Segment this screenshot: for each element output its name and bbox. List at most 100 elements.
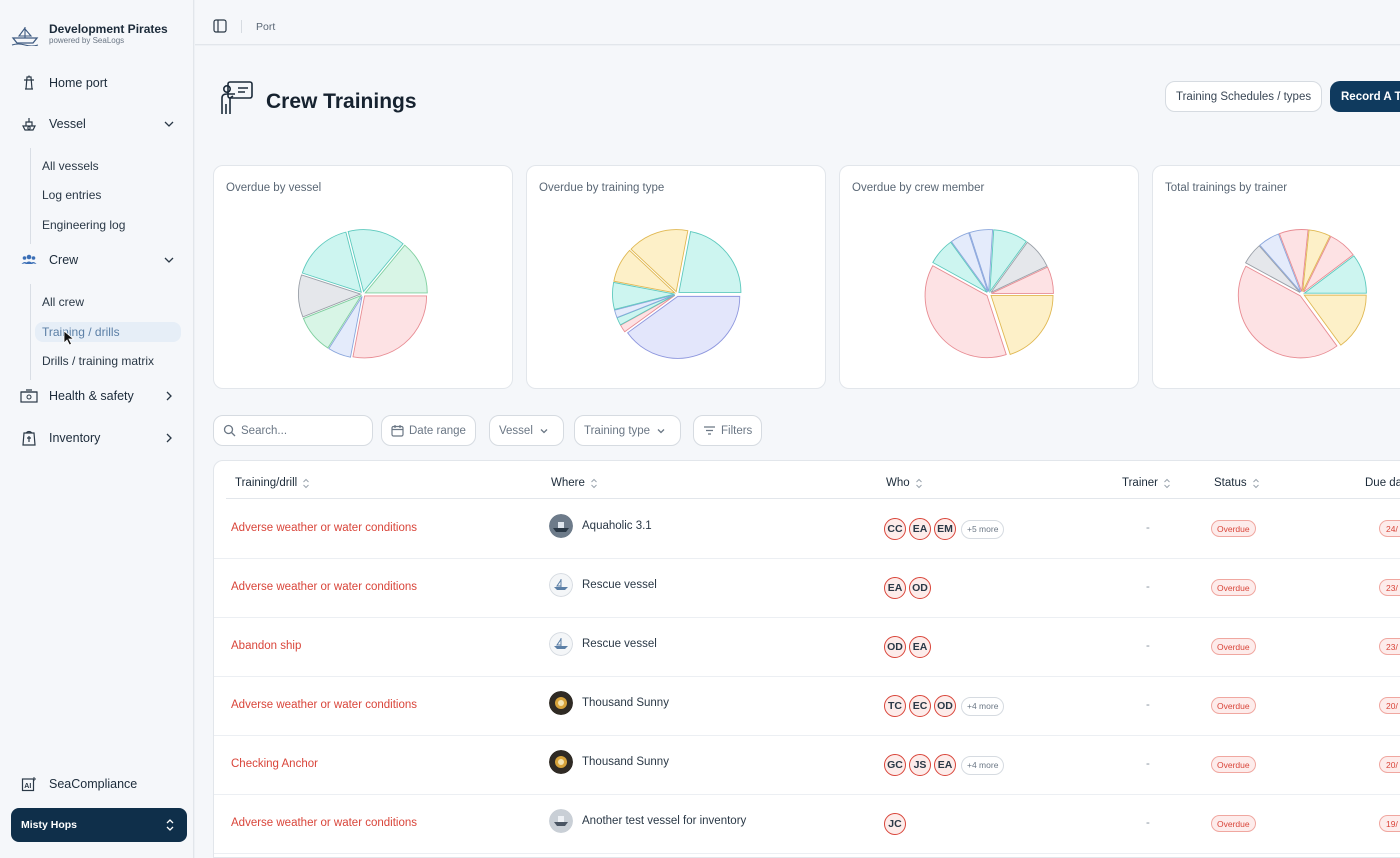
nav-seacompliance[interactable]: AI SeaCompliance [0,770,194,798]
search-input[interactable]: Search... [213,415,373,446]
filters-label: Filters [721,424,753,437]
col-header-status[interactable]: Status [1214,477,1260,489]
pie-slice[interactable] [352,295,428,359]
sidebar-item-log-entries[interactable]: Log entries [42,188,102,202]
date-range-filter[interactable]: Date range [381,415,476,446]
vessel-cell[interactable]: Thousand Sunny [549,691,669,715]
pie-slice[interactable] [1237,265,1338,359]
chevron-right-icon[interactable] [162,389,176,403]
vessel-cell[interactable]: Another test vessel for inventory [549,809,746,833]
vessel-cell[interactable]: Rescue vessel [549,632,657,656]
pie-slice[interactable] [347,229,404,293]
crew-avatar[interactable]: OD [934,695,956,717]
pie-slice[interactable] [950,232,989,293]
training-name-link[interactable]: Adverse weather or water conditions [231,522,418,534]
nav-crew[interactable]: Crew [0,246,194,274]
pie-slice[interactable] [990,241,1048,293]
vessel-cell[interactable]: Aquaholic 3.1 [549,514,652,538]
crew-avatar[interactable]: GC [884,754,906,776]
pie-slice[interactable] [328,296,363,358]
crew-avatar[interactable]: OD [884,636,906,658]
chevron-down-icon[interactable] [162,253,176,267]
sidebar-item-all-vessels[interactable]: All vessels [42,159,99,173]
pie-slice[interactable] [1259,233,1302,293]
pie-slice[interactable] [1303,294,1367,346]
pie-slice[interactable] [613,249,677,294]
training-name-link[interactable]: Adverse weather or water conditions [231,699,418,711]
crew-avatar[interactable]: EA [909,518,931,540]
more-crew-badge[interactable]: +4 more [961,755,1005,775]
vessel-filter[interactable]: Vessel [489,415,564,446]
table-row[interactable]: Adverse weather or water conditions Aquah… [214,500,1400,559]
nav-home-port[interactable]: Home port [0,69,194,97]
status-badge: Overdue [1211,520,1256,537]
sidebar-item-all-crew[interactable]: All crew [42,295,85,309]
pie-slice[interactable] [614,294,675,319]
sidebar-toggle-icon[interactable] [213,19,227,33]
sidebar-item-drills-training-matrix[interactable]: Drills / training matrix [42,354,155,368]
vessel-cell[interactable]: Thousand Sunny [549,750,669,774]
table-row[interactable]: Adverse weather or water conditions Anoth… [214,795,1400,854]
pie-slice[interactable] [924,265,1007,359]
nav-health-safety[interactable]: Health & safety [0,382,194,410]
pie-slice[interactable] [1303,255,1367,294]
pie-slice[interactable] [989,229,1027,294]
pie-slice[interactable] [626,295,741,359]
table-row[interactable]: Adverse weather or water conditions Thous… [214,677,1400,736]
crew-avatar[interactable]: EA [909,636,931,658]
crew-avatar[interactable]: EA [884,577,906,599]
training-type-filter[interactable]: Training type [574,415,682,446]
training-name-link[interactable]: Abandon ship [231,640,302,652]
sidebar-item-engineering-log[interactable]: Engineering log [42,218,126,232]
chevron-down-icon[interactable] [162,117,176,131]
nav-vessel[interactable]: Vessel [0,110,194,138]
pie-slice[interactable] [990,295,1054,356]
crew-avatar[interactable]: EA [934,754,956,776]
pie-slice[interactable] [1303,235,1354,293]
more-crew-badge[interactable]: +5 more [961,519,1005,539]
crew-avatar[interactable]: JC [884,813,906,835]
pie-slice[interactable] [932,241,988,293]
pie-slice[interactable] [364,244,428,294]
pie-slice[interactable] [678,230,742,293]
pie-slice[interactable] [630,229,689,293]
col-header-who[interactable]: Who [886,477,923,489]
pie-slice[interactable] [968,229,994,292]
training-name-link[interactable]: Checking Anchor [231,758,318,770]
crew-avatar[interactable]: OD [909,577,931,599]
nav-inventory[interactable]: Inventory [0,424,194,452]
col-header-training[interactable]: Training/drill [235,477,310,489]
training-name-link[interactable]: Adverse weather or water conditions [231,817,418,829]
table-row[interactable]: Abandon ship Rescue vessel OD EA - Overdue 23/ [214,618,1400,677]
training-name-link[interactable]: Adverse weather or water conditions [231,581,418,593]
breadcrumb[interactable]: Port [256,21,276,33]
crew-avatar[interactable]: EM [934,518,956,540]
crew-avatar[interactable]: TC [884,695,906,717]
more-crew-badge[interactable]: +4 more [961,696,1005,716]
table-row[interactable]: Checking Anchor Thousand Sunny GC JS EA +4 mo… [214,736,1400,795]
crew-avatar[interactable]: EC [909,695,931,717]
sidebar-item-training-drills[interactable]: Training / drills [35,322,181,342]
pie-slice[interactable] [298,274,362,318]
table-row[interactable]: Adverse weather or water conditions Rescu… [214,559,1400,618]
vessel-cell[interactable]: Rescue vessel [549,573,657,597]
crew-avatar[interactable]: JS [909,754,931,776]
col-header-trainer[interactable]: Trainer [1122,477,1171,489]
pie-slice[interactable] [612,281,675,311]
filters-button[interactable]: Filters [693,415,763,446]
chevron-right-icon[interactable] [162,431,176,445]
col-header-where[interactable]: Where [551,477,598,489]
pie-slice[interactable] [1245,245,1301,293]
brand[interactable]: Development Pirates powered by SeaLogs [10,22,168,46]
record-training-button[interactable]: Record A Training [1330,81,1400,112]
vessel-avatar-icon [549,750,573,774]
pie-slice[interactable] [1278,229,1309,292]
training-schedules-button[interactable]: Training Schedules / types [1165,81,1323,112]
pie-slice[interactable] [1302,229,1331,292]
col-header-due-date[interactable]: Due date [1365,477,1400,489]
pie-slice[interactable] [302,294,363,349]
user-switcher[interactable]: Misty Hops [11,808,187,842]
pie-slice[interactable] [301,231,362,293]
pie-slice[interactable] [991,266,1054,294]
crew-avatar[interactable]: CC [884,518,906,540]
